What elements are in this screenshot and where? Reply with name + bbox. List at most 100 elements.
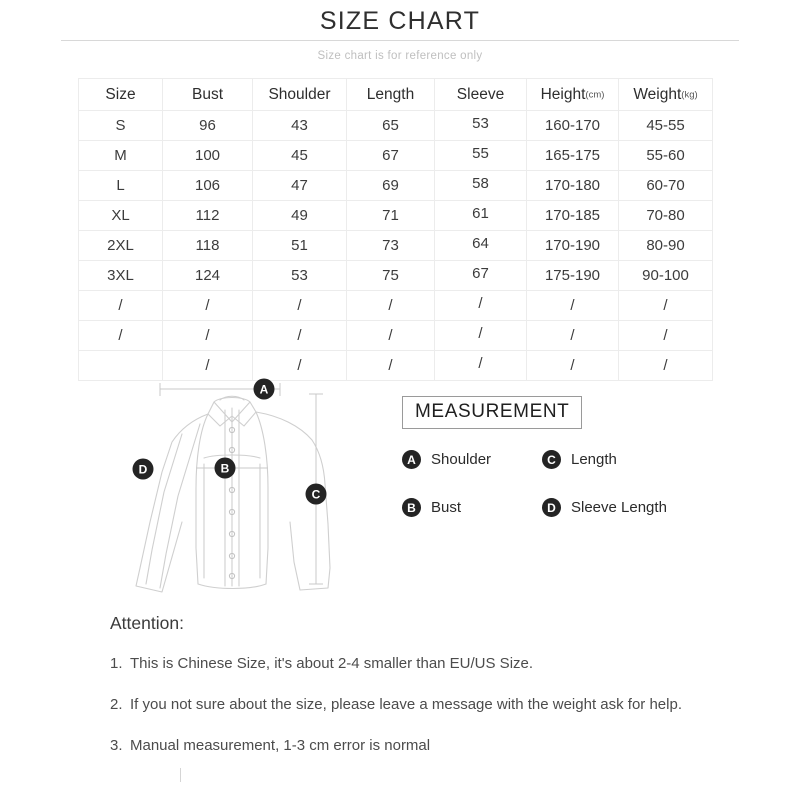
table-cell-bust: 96 [162, 110, 253, 141]
title-divider [61, 40, 739, 41]
table-row: XL 112 49 71 61 170-185 70-80 [78, 200, 713, 231]
measurement-legend-heading: MEASUREMENT [402, 396, 583, 429]
table-cell-bust: 100 [162, 140, 253, 171]
marker-a-icon: A [402, 450, 421, 469]
legend-entry-sleeve-length: D Sleeve Length [542, 498, 702, 517]
table-cell-length: 67 [346, 140, 435, 171]
page-subtitle: Size chart is for reference only [317, 50, 483, 62]
column-header-weight-label: Weight [633, 85, 682, 103]
attention-item-text: Manual measurement, 1-3 cm error is norm… [130, 737, 431, 754]
table-cell-length: 75 [346, 260, 435, 291]
column-header-height-unit: (cm) [585, 88, 605, 100]
table-cell-shoulder: 53 [252, 260, 347, 291]
column-header-sleeve: Sleeve [434, 78, 527, 111]
table-cell-shoulder: / [252, 320, 347, 351]
svg-text:D: D [139, 463, 148, 477]
column-header-shoulder-label: Shoulder [268, 85, 331, 103]
table-cell-sleeve: / [434, 320, 527, 351]
marker-d-icon: D [542, 498, 561, 517]
column-header-weight-unit: (kg) [681, 88, 698, 100]
table-cell-weight: / [618, 290, 713, 321]
legend-entry-bust: B Bust [402, 498, 542, 517]
page-title: SIZE CHART [319, 7, 481, 35]
table-cell-length: 65 [346, 110, 435, 141]
page-artifact-mark [180, 768, 181, 782]
size-table: Size Bust Shoulder Length Sleeve Height(… [78, 78, 713, 381]
table-cell-shoulder: 47 [252, 170, 347, 201]
attention-item: 2. If you not sure about the size, pleas… [110, 694, 710, 716]
table-cell-weight: 90-100 [618, 260, 713, 291]
table-cell-bust: / [162, 320, 253, 351]
table-cell-weight: 45-55 [618, 110, 713, 141]
table-header-row: Size Bust Shoulder Length Sleeve Height(… [78, 78, 713, 111]
marker-b-icon: B [402, 498, 421, 517]
svg-text:A: A [260, 383, 269, 397]
measurement-diagram-band: A B C D MEASUREMENT A Shoulder C [0, 372, 800, 604]
marker-c-icon: C [542, 450, 561, 469]
shirt-diagram: A B C D [104, 372, 360, 604]
table-cell-bust: 112 [162, 200, 253, 231]
column-header-height-label: Height [540, 85, 586, 103]
attention-item-number: 1. [110, 655, 123, 672]
table-row: 3XL 124 53 75 67 175-190 90-100 [78, 260, 713, 291]
table-cell-height: 170-185 [526, 200, 619, 231]
table-cell-bust: / [162, 290, 253, 321]
table-cell-sleeve: 61 [434, 200, 527, 231]
table-cell-length: 69 [346, 170, 435, 201]
table-cell-weight: 70-80 [618, 200, 713, 231]
table-cell-length: 71 [346, 200, 435, 231]
table-cell-sleeve: 53 [434, 110, 527, 141]
legend-entry-shoulder: A Shoulder [402, 450, 542, 469]
attention-section: Attention: 1. This is Chinese Size, it's… [110, 612, 710, 757]
table-cell-shoulder: 43 [252, 110, 347, 141]
table-cell-bust: 124 [162, 260, 253, 291]
measurement-legend-grid: A Shoulder C Length B Bust D Sleeve Leng… [402, 450, 702, 517]
table-cell-height: / [526, 320, 619, 351]
table-cell-size: 2XL [78, 230, 163, 261]
table-cell-sleeve: 58 [434, 170, 527, 201]
table-row: L 106 47 69 58 170-180 60-70 [78, 170, 713, 201]
table-cell-shoulder: 45 [252, 140, 347, 171]
legend-label-shoulder: Shoulder [431, 451, 492, 468]
attention-item-text: This is Chinese Size, it's about 2-4 sma… [130, 655, 534, 672]
table-cell-sleeve: / [434, 290, 527, 321]
svg-text:B: B [221, 462, 230, 476]
column-header-length: Length [346, 78, 435, 111]
table-cell-size [78, 350, 163, 381]
table-cell-height: 160-170 [526, 110, 619, 141]
table-cell-weight: / [618, 320, 713, 351]
table-cell-weight: 55-60 [618, 140, 713, 171]
table-cell-weight: / [618, 350, 713, 381]
column-header-length-label: Length [366, 85, 415, 103]
table-cell-height: 175-190 [526, 260, 619, 291]
table-row: / / / / / / [78, 350, 713, 381]
table-cell-sleeve: / [434, 350, 527, 381]
table-cell-size: XL [78, 200, 163, 231]
table-cell-bust: 106 [162, 170, 253, 201]
table-row: / / / / / / / [78, 290, 713, 321]
table-cell-shoulder: / [252, 350, 347, 381]
attention-item: 1. This is Chinese Size, it's about 2-4 … [110, 653, 710, 675]
legend-label-sleeve-length: Sleeve Length [571, 499, 667, 516]
column-header-bust-label: Bust [191, 85, 223, 103]
table-row: 2XL 118 51 73 64 170-190 80-90 [78, 230, 713, 261]
column-header-height: Height(cm) [526, 78, 619, 111]
column-header-size-label: Size [105, 85, 136, 103]
legend-label-bust: Bust [431, 499, 462, 516]
table-cell-bust: 118 [162, 230, 253, 261]
table-cell-size: 3XL [78, 260, 163, 291]
legend-entry-length: C Length [542, 450, 702, 469]
table-cell-height: / [526, 350, 619, 381]
table-cell-height: / [526, 290, 619, 321]
table-cell-sleeve: 67 [434, 260, 527, 291]
table-cell-length: / [346, 320, 435, 351]
table-cell-length: 73 [346, 230, 435, 261]
attention-heading: Attention: [110, 613, 184, 633]
table-cell-weight: 60-70 [618, 170, 713, 201]
column-header-shoulder: Shoulder [252, 78, 347, 111]
table-cell-bust: / [162, 350, 253, 381]
table-cell-size: M [78, 140, 163, 171]
table-cell-size: / [78, 320, 163, 351]
table-cell-shoulder: 51 [252, 230, 347, 261]
size-table-body: S 96 43 65 53 160-170 45-55 M 100 45 67 55 165-175 55… [78, 110, 713, 381]
